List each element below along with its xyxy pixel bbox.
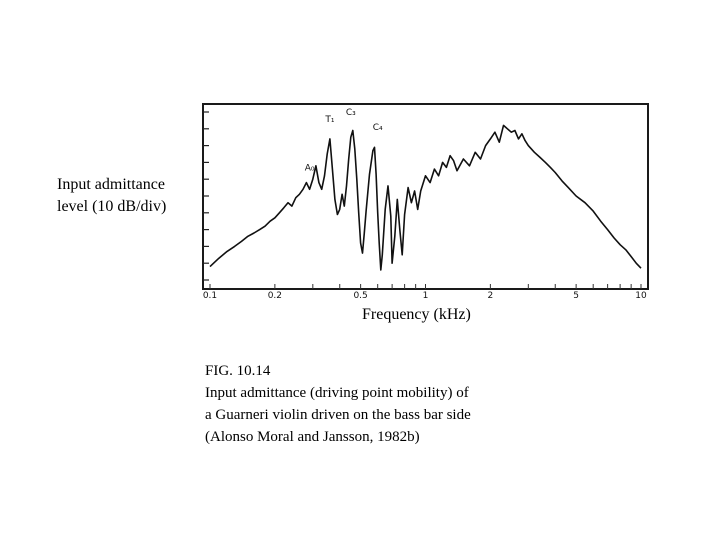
caption-line-4: (Alonso Moral and Jansson, 1982b)	[205, 429, 420, 445]
left-axis-ticks	[203, 111, 209, 281]
caption-line-1: FIG. 10.14	[205, 363, 271, 379]
x-tick-label: 0.2	[268, 291, 282, 301]
resonance-labels: A₀ T₁ C₃ C₄	[305, 108, 383, 173]
resonance-label: A₀	[305, 163, 315, 173]
x-tick-label: 10	[635, 291, 647, 301]
x-tick-label: 1	[423, 291, 429, 301]
y-axis-label-line-1: Input admittance	[57, 176, 165, 193]
plot-frame	[202, 103, 649, 290]
y-axis-label: Input admittance level (10 dB/div)	[57, 174, 166, 218]
caption-line-3: a Guarneri violin driven on the bass bar…	[205, 407, 471, 423]
admittance-curve	[209, 124, 642, 271]
x-tick-label: 0.5	[353, 291, 367, 301]
x-axis-label: Frequency (kHz)	[362, 306, 471, 323]
x-tick-label: 2	[488, 291, 494, 301]
x-tick-label: 0.1	[203, 291, 217, 301]
y-axis-label-line-2: level (10 dB/div)	[57, 198, 167, 215]
x-tick-labels: 0.1 0.2 0.5 1 2 5 10	[203, 291, 647, 301]
bottom-axis-ticks	[209, 284, 642, 289]
resonance-label: C₃	[346, 108, 356, 118]
resonance-label: C₄	[373, 123, 383, 133]
caption-line-2: Input admittance (driving point mobility…	[205, 385, 469, 401]
x-tick-label: 5	[573, 291, 579, 301]
figure-caption: FIG. 10.14 Input admittance (driving poi…	[205, 360, 471, 448]
resonance-label: T₁	[324, 115, 334, 125]
